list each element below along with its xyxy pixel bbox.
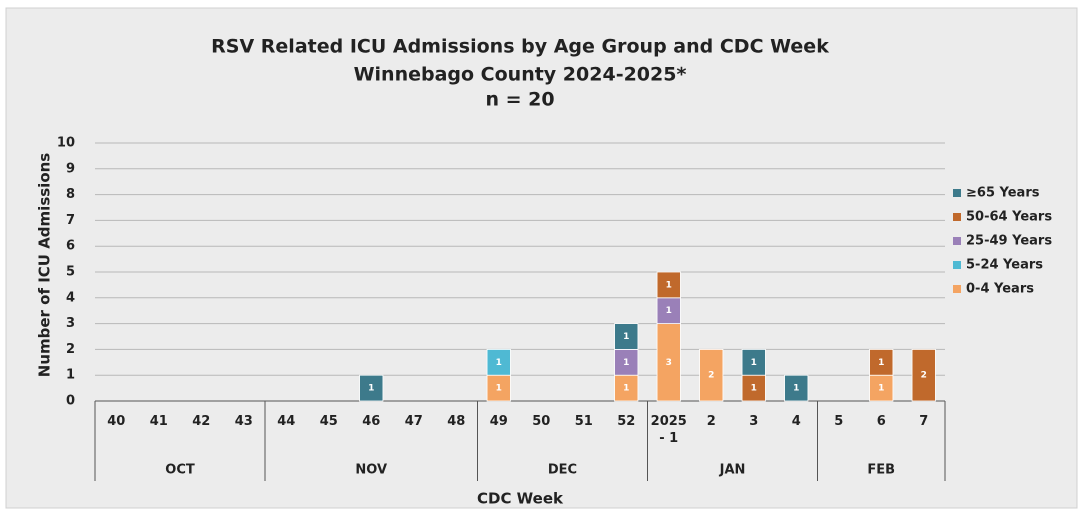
- x-tick-label: 43: [234, 414, 253, 429]
- data-label: 2: [708, 371, 714, 381]
- data-label: 1: [793, 384, 799, 394]
- legend-label: 0-4 Years: [966, 282, 1034, 297]
- y-tick-label: 7: [66, 213, 75, 228]
- data-label: 1: [496, 384, 502, 394]
- data-label: 1: [878, 384, 884, 394]
- bar-segment: [486, 348, 511, 376]
- x-tick-label: 51: [574, 414, 593, 429]
- data-label: 1: [751, 384, 757, 394]
- x-tick-label: 2: [706, 414, 716, 429]
- data-label: 1: [623, 384, 629, 394]
- group-label: OCT: [165, 463, 195, 478]
- chart-title: n = 20: [485, 89, 554, 111]
- data-label: 1: [666, 280, 672, 290]
- legend-swatch: [953, 237, 961, 245]
- y-tick-label: 9: [66, 161, 75, 176]
- y-tick-label: 10: [57, 136, 75, 151]
- data-label: 1: [623, 332, 629, 342]
- group-label: DEC: [548, 463, 577, 478]
- bar-segment: [784, 374, 809, 402]
- data-label: 3: [666, 358, 672, 368]
- bar-segment: [656, 271, 681, 299]
- chart-background: [5, 7, 1078, 509]
- x-tick-label: 52: [617, 414, 636, 429]
- bar-segment: [741, 348, 766, 376]
- legend-swatch: [953, 261, 961, 269]
- bar-segment: [911, 348, 936, 402]
- data-label: 1: [368, 384, 374, 394]
- x-tick-label: 41: [149, 414, 168, 429]
- legend-label: 5-24 Years: [966, 258, 1043, 273]
- bar-segment: [614, 323, 639, 350]
- legend-swatch: [953, 213, 961, 221]
- data-label: 1: [878, 358, 884, 368]
- y-tick-label: 0: [66, 394, 75, 409]
- group-label: FEB: [867, 463, 895, 478]
- y-tick-label: 6: [66, 239, 75, 254]
- x-tick-label: 46: [362, 414, 381, 429]
- x-tick-label: 7: [919, 414, 929, 429]
- bar-segment: [699, 348, 724, 402]
- x-tick-label: 6: [876, 414, 886, 429]
- y-tick-label: 8: [66, 187, 75, 202]
- chart-title: RSV Related ICU Admissions by Age Group …: [211, 36, 829, 58]
- group-label: NOV: [355, 463, 387, 478]
- data-label: 1: [666, 306, 672, 316]
- group-label: JAN: [719, 463, 746, 478]
- x-tick-label: 48: [447, 414, 466, 429]
- bar-segment: [869, 348, 894, 376]
- x-tick-label: 3: [749, 414, 759, 429]
- y-tick-label: 4: [66, 290, 75, 305]
- x-axis-title: CDC Week: [477, 490, 564, 508]
- legend-label: ≥65 Years: [966, 186, 1040, 201]
- chart-title: Winnebago County 2024-2025*: [354, 64, 687, 86]
- x-tick-label: 5: [834, 414, 844, 429]
- x-tick-label: 42: [192, 414, 211, 429]
- x-tick-label: 4: [791, 414, 801, 429]
- x-tick-label: 2025 - 1: [650, 414, 687, 446]
- y-axis-title: Number of ICU Admissions: [36, 153, 54, 378]
- legend-swatch: [953, 285, 961, 293]
- x-tick-label: 50: [532, 414, 551, 429]
- x-tick-label: 49: [489, 414, 508, 429]
- data-label: 1: [496, 358, 502, 368]
- legend-label: 50-64 Years: [966, 210, 1052, 225]
- data-label: 2: [921, 371, 927, 381]
- bar-segment: [359, 374, 384, 402]
- y-tick-label: 3: [66, 316, 75, 331]
- y-tick-label: 2: [66, 342, 75, 357]
- x-tick-label: 47: [404, 414, 423, 429]
- legend-swatch: [953, 189, 961, 197]
- legend-label: 25-49 Years: [966, 234, 1052, 249]
- x-tick-label: 45: [319, 414, 338, 429]
- y-tick-label: 1: [66, 368, 75, 383]
- x-tick-label: 40: [107, 414, 126, 429]
- data-label: 1: [751, 358, 757, 368]
- x-tick-label: 44: [277, 414, 296, 429]
- data-label: 1: [623, 358, 629, 368]
- y-tick-label: 5: [66, 265, 75, 280]
